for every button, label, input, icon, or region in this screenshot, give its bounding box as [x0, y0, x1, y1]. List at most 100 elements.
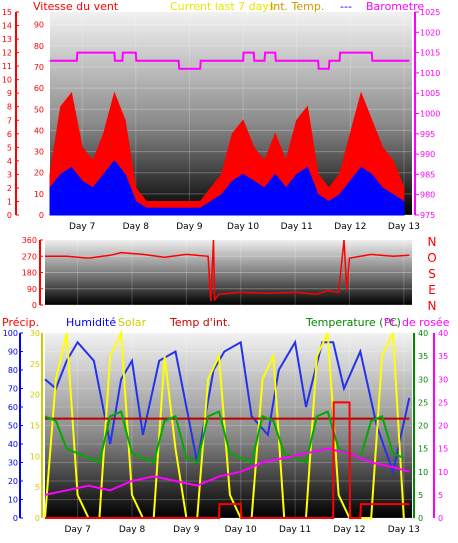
- y-tick-label: 50: [8, 422, 18, 431]
- y-tick-label: 2: [7, 184, 12, 193]
- x-tick-label: Day 13: [388, 525, 420, 535]
- direction-grid: [45, 239, 412, 306]
- temp-int-title-2: Temp d'int.: [169, 316, 231, 329]
- y-tick-label: 995: [420, 130, 435, 139]
- precip-line: [45, 401, 410, 519]
- y-tick-label: 360: [22, 236, 37, 245]
- y-tick-label: 5: [418, 491, 423, 500]
- y-tick-label: 5: [7, 143, 12, 152]
- y-tick-label: 980: [420, 191, 435, 200]
- y-tick-label: 30: [34, 148, 44, 157]
- y-tick-label: 30: [418, 375, 428, 384]
- dewpoint-title: Pt. de rosée: [384, 316, 450, 329]
- y-tick-label: 0: [39, 211, 44, 220]
- y-tick-label: 30: [30, 329, 40, 338]
- y-tick-label: 70: [34, 63, 44, 72]
- weather-series-group: [44, 329, 411, 519]
- y-tick-label: 13: [2, 35, 12, 44]
- y-tick-label: 25: [30, 360, 40, 369]
- header-sep: ---: [340, 0, 352, 13]
- direction-axes: 0 90 180 270 360: [22, 236, 43, 310]
- solar-title: Solar: [118, 316, 147, 329]
- y-tick-label: 5: [35, 483, 40, 492]
- y-tick-label: 25: [418, 398, 428, 407]
- y-tick-label: 40: [438, 329, 448, 338]
- compass-letter: N: [428, 299, 437, 313]
- y-tick-label: 20: [34, 169, 44, 178]
- y-tick-label: 20: [8, 477, 18, 486]
- y-tick-label: 30: [8, 459, 18, 468]
- x-tick-label: Day 8: [123, 222, 150, 232]
- temperature-line: [44, 410, 405, 464]
- y-tick-label: 15: [438, 445, 448, 454]
- direction-line: [45, 239, 410, 302]
- y-tick-label: 90: [27, 285, 37, 294]
- y-tick-label: 1025: [420, 8, 440, 17]
- y-tick-label: 1020: [420, 28, 440, 37]
- y-tick-label: 11: [2, 62, 12, 71]
- compass-letter: O: [427, 251, 436, 265]
- y-tick-label: 7: [7, 116, 12, 125]
- y-tick-label: 40: [8, 440, 18, 449]
- y-tick-label: 25: [438, 398, 448, 407]
- y-tick-label: 0: [418, 514, 423, 523]
- y-tick-label: 0: [438, 514, 443, 523]
- y-tick-label: 1000: [420, 110, 440, 119]
- x-tick-label: Day 9: [176, 222, 203, 232]
- temp-int-title: Int. Temp.: [270, 0, 324, 13]
- direction-series-group: [45, 239, 410, 302]
- y-tick-label: 15: [418, 445, 428, 454]
- y-tick-label: 270: [22, 252, 37, 261]
- y-tick-label: 10: [8, 496, 18, 505]
- weather-axes: 0102030405060708090100051015202530051015…: [3, 329, 448, 535]
- y-tick-label: 0: [7, 211, 12, 220]
- y-tick-label: 14: [2, 22, 12, 31]
- wind-axes: Day 7 Day 8 Day 9 Day 10 Day 11 Day 12 Day 13 0…: [2, 8, 441, 232]
- y-tick-label: 10: [418, 468, 428, 477]
- y-tick-label: 1010: [420, 69, 440, 78]
- y-tick-label: 60: [34, 84, 44, 93]
- dewpoint-line: [44, 447, 410, 496]
- compass-letter: S: [428, 267, 436, 281]
- x-tick-label: Day 7: [69, 222, 95, 232]
- wind-series-group: [49, 51, 410, 216]
- y-tick-label: 20: [438, 422, 448, 431]
- y-tick-label: 80: [34, 42, 44, 51]
- x-tick-label: Day 11: [281, 222, 313, 232]
- compass-letter: N: [428, 235, 437, 249]
- y-tick-label: 9: [7, 89, 12, 98]
- y-tick-label: 180: [22, 269, 37, 278]
- y-tick-label: 975: [420, 211, 435, 220]
- y-tick-label: 20: [418, 422, 428, 431]
- y-tick-label: 3: [7, 170, 12, 179]
- y-tick-label: 0: [35, 514, 40, 523]
- gust-area: [49, 91, 405, 216]
- x-tick-label: Day 10: [225, 525, 257, 535]
- y-tick-label: 6: [7, 130, 12, 139]
- y-tick-label: 60: [8, 403, 18, 412]
- y-tick-label: 10: [30, 452, 40, 461]
- y-tick-label: 15: [30, 422, 40, 431]
- y-tick-label: 1015: [420, 49, 440, 58]
- baro-title: Barometre: [366, 0, 424, 13]
- x-tick-label: Day 9: [173, 525, 200, 535]
- average-area: [49, 160, 405, 216]
- x-tick-label: Day 8: [119, 525, 146, 535]
- x-tick-label: Day 12: [334, 222, 366, 232]
- y-tick-label: 35: [438, 352, 448, 361]
- y-tick-label: 20: [30, 391, 40, 400]
- direction-plot-area: [45, 240, 412, 305]
- x-tick-label: Day 7: [64, 525, 90, 535]
- x-tick-label: Day 11: [279, 525, 311, 535]
- x-tick-label: Day 12: [333, 525, 365, 535]
- y-tick-label: 985: [420, 170, 435, 179]
- y-tick-label: 40: [34, 126, 44, 135]
- temperature-title: Temperature (°C): [305, 316, 401, 329]
- y-tick-label: 40: [418, 329, 428, 338]
- y-tick-label: 10: [438, 468, 448, 477]
- y-tick-label: 12: [2, 49, 12, 58]
- y-tick-label: 80: [8, 366, 18, 375]
- precip-title: Précip.: [2, 316, 39, 329]
- y-tick-label: 1: [7, 197, 12, 206]
